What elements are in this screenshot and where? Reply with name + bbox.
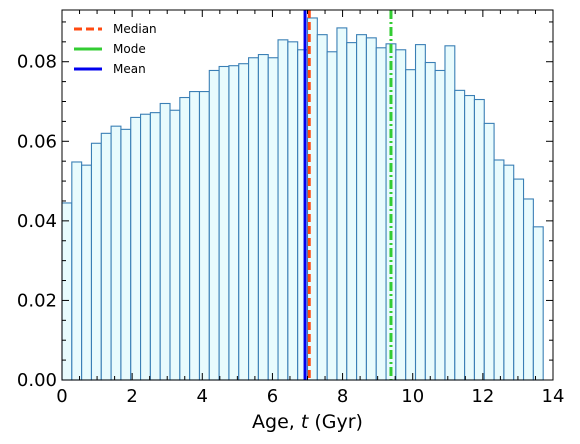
x-tick-label: 0 — [56, 386, 67, 407]
x-tick-label: 12 — [471, 386, 494, 407]
histogram-bar — [159, 102, 171, 381]
histogram-bar — [90, 142, 102, 381]
histogram-bar — [257, 54, 269, 381]
histogram-bar — [405, 69, 417, 381]
histogram-bar — [179, 96, 191, 381]
legend: Median Mode Mean — [74, 22, 157, 76]
histogram-bar — [267, 57, 279, 381]
y-tick-label: 0.04 — [17, 211, 57, 232]
histogram-bar — [169, 109, 181, 381]
x-tick-label: 10 — [401, 386, 424, 407]
histogram-bar — [473, 98, 485, 381]
histogram-bar — [503, 164, 515, 381]
mean-legend-label: Mean — [113, 62, 146, 76]
y-tick-label: 0.06 — [17, 131, 57, 152]
histogram-bar — [532, 226, 544, 381]
histogram-bar — [316, 34, 328, 381]
x-tick-label: 14 — [542, 386, 565, 407]
axis-ticks — [61, 10, 554, 381]
histogram-bar — [208, 69, 220, 381]
histogram-bar — [287, 41, 299, 381]
histogram-bar — [198, 91, 210, 381]
histogram-bar — [71, 161, 83, 381]
histogram-bar — [356, 34, 367, 381]
histogram-bar — [346, 42, 358, 381]
histogram-bar — [414, 44, 426, 381]
x-tick-label: 2 — [126, 386, 137, 407]
histogram-bar — [493, 159, 505, 381]
histogram-bar — [464, 94, 475, 381]
histogram-bars — [61, 17, 544, 381]
histogram-bar — [110, 125, 122, 381]
histogram-bar — [218, 65, 230, 381]
x-tick-label: 6 — [267, 386, 278, 407]
histogram-bar — [375, 47, 387, 381]
histogram-bar — [238, 63, 250, 381]
x-tick-label: 8 — [337, 386, 348, 407]
histogram-bar — [189, 91, 201, 381]
y-tick-label: 0.08 — [17, 52, 57, 73]
y-tick-label: 0.02 — [17, 290, 57, 311]
histogram-bar — [454, 89, 466, 381]
histogram-bar — [365, 37, 377, 381]
histogram-bar — [277, 39, 289, 381]
histogram-bar — [522, 198, 534, 381]
histogram-bar — [434, 69, 446, 381]
y-tick-labels: 0.00 0.02 0.04 0.06 0.08 — [17, 52, 57, 391]
y-tick-label: 0.00 — [17, 370, 57, 391]
histogram-bar — [61, 202, 73, 381]
histogram-bar — [326, 51, 338, 381]
histogram-bar — [120, 128, 132, 381]
histogram-bar — [444, 45, 456, 381]
histogram-bar — [248, 57, 259, 381]
histogram-bar — [81, 164, 93, 381]
histogram-bar — [100, 132, 112, 381]
histogram-bar — [483, 122, 495, 381]
histogram-bar — [395, 49, 407, 381]
x-tick-labels: 0 2 4 6 8 10 12 14 — [56, 386, 564, 407]
histogram-bar — [140, 113, 151, 381]
x-axis-label: Age, t (Gyr) — [252, 411, 363, 433]
histogram-bar — [336, 27, 348, 381]
histogram-bar — [424, 61, 436, 381]
mode-legend-label: Mode — [113, 42, 146, 56]
median-legend-label: Median — [113, 22, 157, 36]
histogram-bar — [130, 116, 142, 381]
histogram-bar — [228, 65, 240, 381]
statistic-lines — [303, 10, 393, 380]
histogram-bar — [513, 178, 525, 381]
x-tick-label: 4 — [197, 386, 208, 407]
histogram-bar — [149, 112, 161, 381]
